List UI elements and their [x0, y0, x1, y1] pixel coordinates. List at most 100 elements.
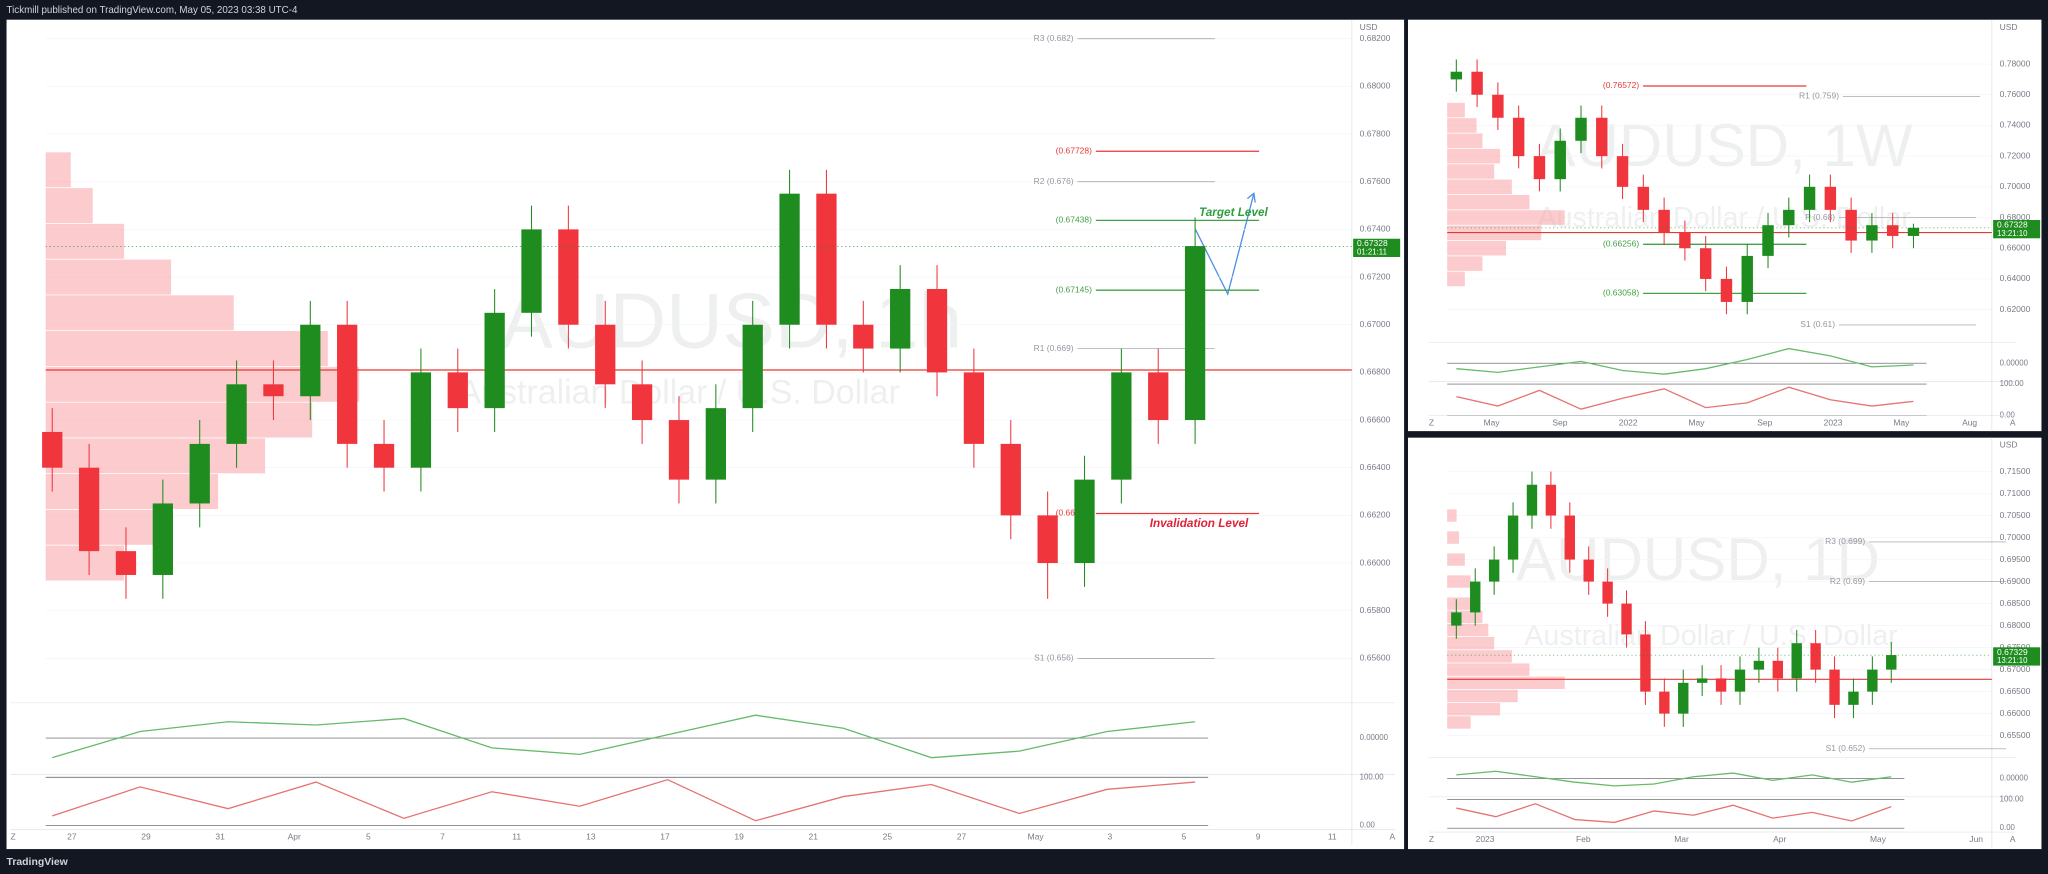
candle-body [1451, 612, 1462, 626]
candle-body [963, 372, 985, 444]
candle-body [890, 288, 911, 349]
candle-body [1148, 372, 1169, 421]
candle-body [1658, 209, 1670, 233]
candle-body [410, 372, 432, 468]
x-tick-label: May [1893, 418, 1910, 428]
x-tick-label: 25 [883, 832, 893, 842]
y-tick-label: 0.65500 [2000, 730, 2031, 740]
volume-profile-bar [45, 331, 328, 367]
candle-body [152, 503, 173, 575]
y-tick-label: 0.67800 [1360, 128, 1391, 138]
volume-profile-bar [1447, 636, 1495, 650]
last-price-label: 0.67328 [1997, 219, 2028, 229]
volume-profile-bar [1447, 133, 1483, 149]
candle-body [300, 324, 321, 397]
volume-profile-bar [1447, 148, 1501, 164]
y-tick-label: 0.67500 [2000, 642, 2031, 652]
x-tick-label: May [1870, 834, 1887, 844]
pivot-label: R2 (0.69) [1830, 576, 1865, 586]
annotation: Target Level [1199, 206, 1269, 219]
pivot-label: R3 (0.682) [1034, 33, 1074, 43]
candle-body [1488, 559, 1500, 582]
ui-button: A [1389, 832, 1395, 842]
stoch-line [1456, 803, 1892, 824]
volume-profile-bar [1447, 256, 1483, 271]
pivot-label: R3 (0.699) [1825, 536, 1865, 546]
volume-profile-bar [1447, 716, 1471, 729]
candle-body [853, 324, 874, 349]
y-tick-label: 0.69000 [2000, 576, 2031, 586]
last-price-box [1993, 220, 2041, 239]
candle-body [1886, 655, 1897, 670]
pane-tick-label: 0.00000 [1360, 733, 1389, 742]
volume-profile-bar [1447, 663, 1530, 676]
candle-body [1545, 484, 1557, 516]
last-price-label: 0.67328 [1357, 238, 1388, 248]
x-tick-label: 11 [512, 832, 521, 842]
pane-tick-label: 0.00000 [2000, 774, 2029, 783]
candle-body [1111, 372, 1132, 480]
candle-body [189, 443, 210, 504]
panel [1408, 19, 2042, 432]
volume-profile-bar [1447, 531, 1459, 544]
x-tick-label: May [1028, 832, 1045, 842]
pivot-label: S1 (0.61) [1800, 319, 1835, 329]
candle-body [1554, 140, 1566, 180]
stoch-line [1456, 386, 1914, 410]
y-tick-label: 0.66000 [1360, 557, 1391, 567]
y-tick-label: 0.66800 [1360, 367, 1391, 377]
x-tick-label: 2023 [1476, 834, 1495, 844]
volume-profile-bar [45, 295, 234, 331]
ui-button: Z [1429, 418, 1434, 428]
x-tick-label: Feb [1576, 834, 1591, 844]
volume-profile-bar [45, 259, 172, 295]
candle-body [742, 324, 763, 409]
pivot-label: (0.63058) [1603, 288, 1639, 298]
candle-body [1753, 660, 1765, 670]
candle-body [1772, 660, 1784, 679]
candle-body [42, 431, 63, 468]
volume-profile-bar [1447, 689, 1518, 703]
volume-profile-bar [1447, 650, 1512, 663]
candle-body [1886, 225, 1899, 236]
pivot-label: S1 (0.656) [1034, 653, 1074, 663]
y-tick-label: 0.71500 [2000, 466, 2031, 476]
last-price-label: 0.67329 [1997, 647, 2028, 657]
volume-profile-bar [1447, 597, 1477, 610]
pivot-label: R1 (0.759) [1799, 91, 1839, 101]
candle-body [1000, 443, 1021, 516]
y-tick-label: 0.74000 [2000, 120, 2031, 130]
x-tick-label: Sep [1757, 418, 1772, 428]
candle-body [1696, 678, 1708, 683]
x-tick-label: 5 [1182, 832, 1187, 842]
candle-body [705, 408, 726, 480]
volume-profile-bar [1447, 623, 1489, 637]
y-tick-label: 0.62000 [2000, 304, 2031, 314]
candle-body [816, 193, 837, 325]
oscillator-line [1456, 347, 1914, 375]
volume-profile-bar [45, 223, 125, 259]
candle-body [1184, 246, 1206, 421]
candle-body [1450, 71, 1463, 80]
x-tick-label: 19 [734, 832, 744, 842]
pane-tick-label: 100.00 [2000, 379, 2025, 388]
candle-body [1564, 515, 1575, 560]
y-tick-label: 0.68200 [1360, 33, 1391, 43]
y-tick-label: 0.68500 [2000, 598, 2031, 608]
candle-body [78, 467, 100, 552]
candle-body [1575, 117, 1587, 141]
x-tick-label: 5 [366, 832, 371, 842]
pane-tick-label: 0.00000 [2000, 358, 2029, 367]
pane-tick-label: 100.00 [2000, 795, 2025, 804]
candle-body [595, 324, 616, 385]
volume-profile-bar [1447, 575, 1471, 588]
ui-button: Z [10, 832, 15, 842]
candle-body [1616, 156, 1629, 187]
volume-profile-bar [1447, 553, 1465, 566]
x-tick-label: 7 [440, 832, 445, 842]
pivot-label: R2 (0.676) [1034, 176, 1074, 186]
volume-profile-bar [45, 402, 313, 438]
volume-profile-bar [45, 152, 71, 188]
candle-body [1734, 669, 1746, 692]
